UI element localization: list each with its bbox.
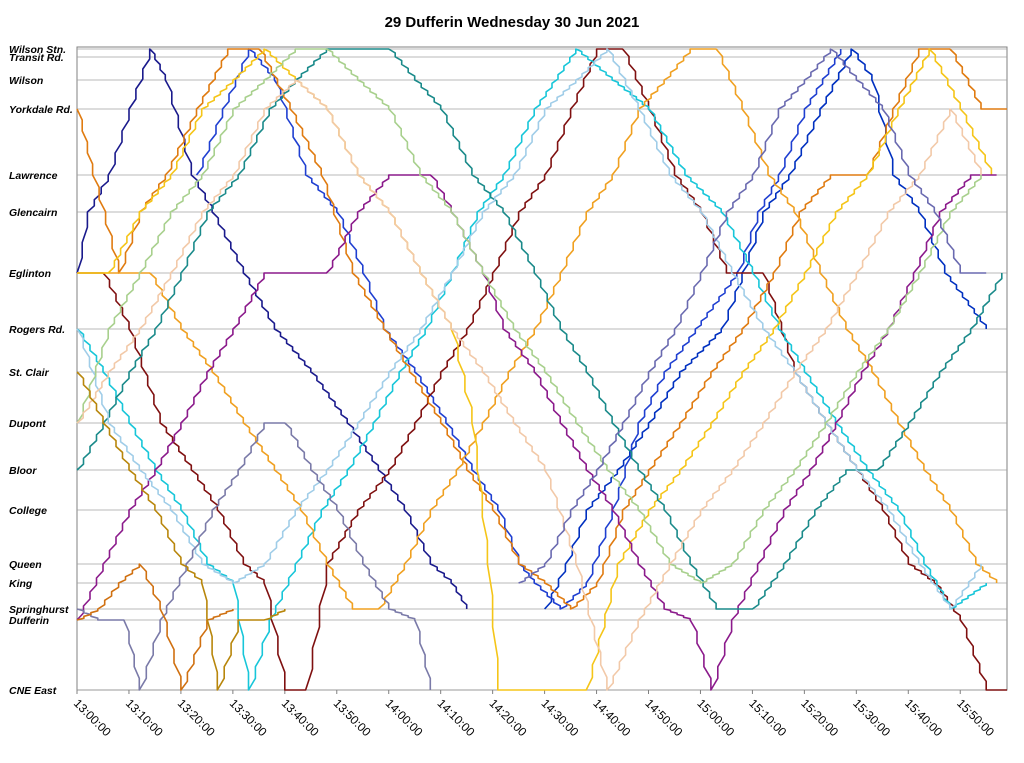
stop-label: Rogers Rd. (9, 324, 65, 336)
x-tick-label: 13:20:00 (175, 696, 218, 739)
chart-title: 29 Dufferin Wednesday 30 Jun 2021 (384, 14, 640, 31)
x-tick-label: 14:10:00 (435, 696, 478, 739)
trip-line-13 (76, 79, 982, 691)
stop-label: Springhurst (9, 604, 69, 616)
trip-line-10 (76, 48, 1003, 610)
stop-label: Lawrence (9, 170, 58, 182)
trip-line-7 (77, 48, 998, 610)
trip-line-6 (76, 48, 1007, 610)
stop-label: Queen (9, 559, 42, 571)
trip-line-9 (76, 174, 997, 691)
stop-label: Bloor (9, 465, 37, 477)
x-tick-label: 15:30:00 (850, 696, 893, 739)
trip-line-2 (544, 48, 987, 610)
trip-line-16 (76, 563, 234, 691)
trip-line-14 (76, 422, 432, 691)
x-tick-label: 14:40:00 (590, 696, 633, 739)
trip-line-17 (76, 371, 286, 691)
stop-label: King (9, 578, 33, 590)
trip-line-11 (76, 48, 982, 610)
x-tick-label: 15:10:00 (746, 696, 789, 739)
trip-line-15 (518, 48, 987, 584)
x-tick-label: 14:00:00 (383, 696, 426, 739)
stop-label: Yorkdale Rd. (9, 104, 73, 116)
stop-label: St. Clair (9, 367, 50, 379)
x-tick-label: 13:50:00 (331, 696, 374, 739)
x-tick-label: 15:00:00 (694, 696, 737, 739)
x-tick-label: 14:20:00 (487, 696, 530, 739)
x-tick-label: 14:50:00 (642, 696, 685, 739)
x-tick-label: 15:40:00 (902, 696, 945, 739)
trip-line-3 (195, 48, 842, 610)
x-tick-label: 13:00:00 (71, 696, 114, 739)
trip-series-group (76, 48, 1007, 691)
stop-label: Transit Rd. (9, 52, 64, 64)
stop-label: Eglinton (9, 268, 51, 280)
x-tick-label: 13:10:00 (123, 696, 166, 739)
trip-line-8 (77, 48, 993, 691)
x-tick-label: 15:20:00 (798, 696, 841, 739)
x-tick-label: 13:30:00 (227, 696, 270, 739)
stop-label: Wilson Stn. (9, 44, 66, 56)
stop-label: Glencairn (9, 207, 57, 219)
x-tick-label: 14:30:00 (538, 696, 581, 739)
trip-line-5 (76, 48, 987, 691)
trip-line-12 (76, 48, 982, 584)
trip-line-1 (76, 48, 468, 609)
x-tick-label: 15:50:00 (954, 696, 997, 739)
x-tick-label: 13:40:00 (279, 696, 322, 739)
stop-label: CNE East (9, 685, 57, 697)
stop-label: College (9, 505, 47, 517)
plot-frame (76, 46, 1008, 691)
stop-label: Wilson (9, 75, 43, 87)
stop-label: Dufferin (9, 615, 49, 627)
stop-label: Dupont (9, 418, 46, 430)
